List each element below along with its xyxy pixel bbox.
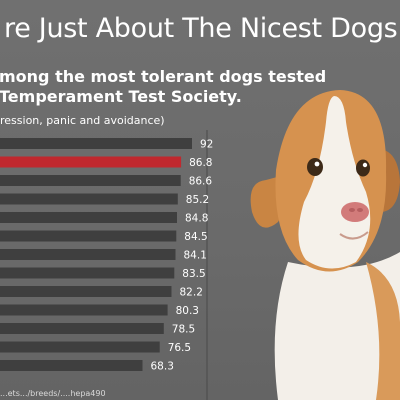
- bar-value-label-7: 84.1: [184, 250, 207, 262]
- bar-6: [0, 230, 177, 242]
- bar-value-label-10: 80.3: [176, 305, 199, 317]
- bar-value-label-12: 76.5: [168, 342, 191, 354]
- bar-5: [0, 212, 177, 223]
- bar-7: [0, 249, 176, 260]
- bar-value-label-3: 86.6: [189, 176, 213, 188]
- bar-10: [0, 304, 168, 316]
- bar-3: [0, 175, 181, 186]
- subtitle-line-2: Temperament Test Society.: [0, 87, 242, 106]
- bar-13: [0, 360, 143, 371]
- bar-value-label-5: 84.8: [185, 213, 208, 225]
- subtitle-line-1: mong the most tolerant dogs tested: [0, 67, 327, 86]
- bar-2: [0, 156, 182, 168]
- bar-value-label-1: 92: [200, 139, 213, 151]
- bar-12: [0, 341, 160, 353]
- subtitle: mong the most tolerant dogs tested Tempe…: [0, 67, 327, 107]
- bar-value-label-9: 82.2: [180, 287, 203, 299]
- bar-value-label-8: 83.5: [182, 268, 205, 280]
- bar-value-label-4: 85.2: [186, 194, 209, 206]
- source-footnote: ...ets.../breeds/....hepa490: [0, 389, 106, 398]
- bar-value-label-11: 78.5: [172, 324, 195, 336]
- page-title: re Just About The Nicest Dogs: [4, 13, 398, 44]
- bar-8: [0, 267, 175, 279]
- bar-4: [0, 193, 178, 205]
- bar-9: [0, 286, 172, 297]
- bar-value-label-13: 68.3: [151, 361, 174, 373]
- scale-note: ression, panic and avoidance): [0, 114, 165, 127]
- bar-value-label-2: 86.8: [189, 157, 212, 169]
- puppy-photo: [250, 90, 400, 400]
- bar-11: [0, 323, 164, 334]
- bar-value-label-6: 84.5: [184, 231, 207, 243]
- bar-1: [0, 138, 192, 149]
